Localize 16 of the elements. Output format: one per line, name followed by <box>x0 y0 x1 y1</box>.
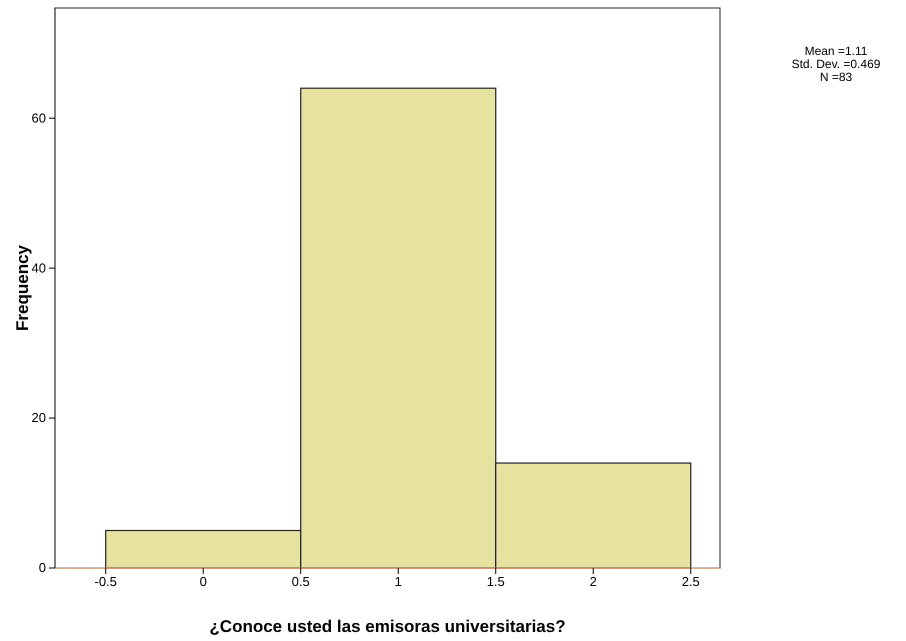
y-tick-label: 60 <box>32 110 46 126</box>
x-tick-label: 1.5 <box>486 574 505 590</box>
y-tick-label: 0 <box>38 560 46 576</box>
y-tick-label: 20 <box>32 410 46 426</box>
x-tick-label: 0.5 <box>292 574 310 590</box>
x-tick-label: 0 <box>200 574 207 590</box>
x-tick-label: 1 <box>394 574 402 590</box>
y-axis-title: Frequency <box>13 244 32 331</box>
text: N =83 <box>820 70 852 84</box>
x-tick-label: -0.5 <box>94 574 117 590</box>
x-axis-title: ¿Conoce usted las emisoras universitarias? <box>209 617 566 636</box>
y-tick-label: 40 <box>32 260 46 276</box>
x-tick-label: 2.5 <box>682 574 700 590</box>
x-tick-label: 2 <box>590 574 597 590</box>
text: Std. Dev. =0.469 <box>792 57 881 71</box>
text: Mean =1.11 <box>804 44 868 58</box>
